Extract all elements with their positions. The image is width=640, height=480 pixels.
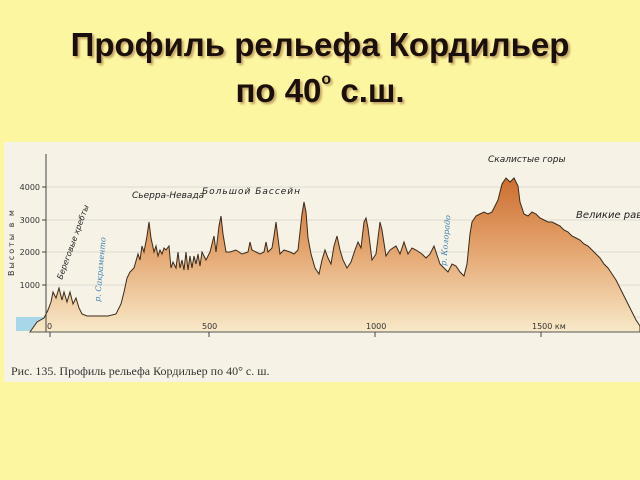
relief-profile-svg: 4000 3000 2000 1000 Высоты в м 0 500 100… [7, 154, 640, 337]
terrain-profile [29, 177, 640, 333]
label-rocky-mountains: Скалистые горы [488, 155, 566, 165]
y-tick-label: 3000 [20, 216, 40, 225]
label-river-colorado: р. Колорадо [439, 214, 452, 266]
label-great-plains: Великие равнины [576, 210, 640, 221]
x-tick-label: 1000 [366, 322, 386, 331]
x-tick-label: 0 [47, 322, 52, 331]
degree-sign: о [321, 71, 332, 88]
x-tick-label: 500 [202, 322, 217, 331]
label-sierra-nevada: Сьерра-Невада [132, 191, 204, 201]
label-river-sacramento: р. Сакраменто [93, 237, 108, 303]
y-tick-label: 1000 [20, 281, 40, 290]
y-tick-label: 4000 [20, 183, 40, 192]
caption-text: Рис. 135. Профиль рельефа Кордильер по 4… [11, 364, 270, 378]
label-coastal-ranges: Береговые хребты [55, 204, 90, 281]
x-axis-ticks [49, 332, 542, 337]
title-line-2-start: по 40 [235, 72, 322, 109]
figure-caption: Рис. 135. Профиль рельефа Кордильер по 4… [8, 360, 640, 382]
slide-title-line-2: по 40о с.ш. [0, 70, 640, 112]
y-axis-label: Высоты в м [7, 208, 16, 276]
y-tick-label: 2000 [20, 248, 40, 257]
y-axis-ticks [42, 186, 46, 286]
relief-profile-figure: 4000 3000 2000 1000 Высоты в м 0 500 100… [4, 142, 640, 382]
title-line-2-end: с.ш. [331, 72, 405, 109]
label-great-basin: Большой Бассейн [202, 187, 301, 197]
slide-title-line-1: Профиль рельефа Кордильер [70, 26, 570, 63]
x-tick-label: 1500 км [532, 322, 566, 331]
